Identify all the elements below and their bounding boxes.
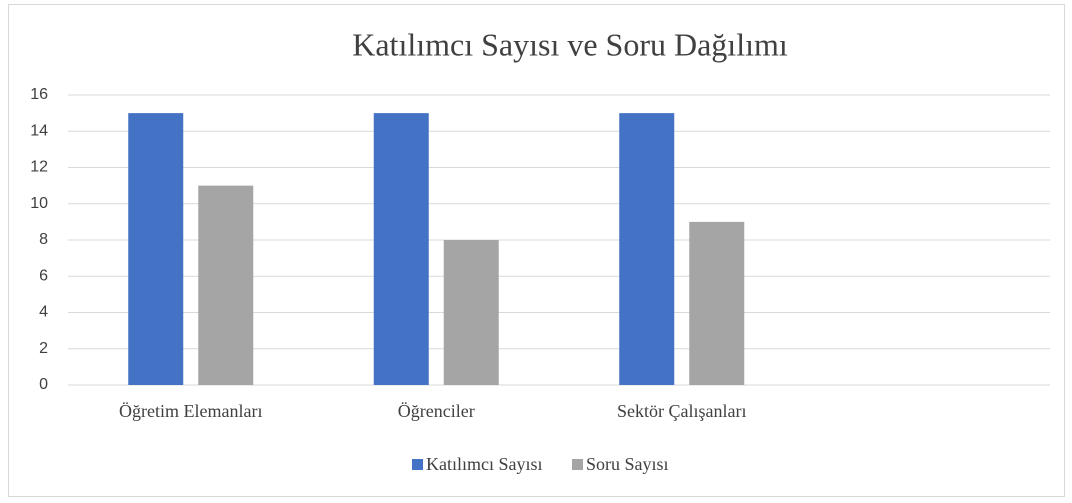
y-tick-label: 14 bbox=[30, 122, 48, 139]
x-tick-label: Öğretim Elemanları bbox=[119, 401, 262, 421]
x-tick-label: Sektör Çalışanları bbox=[617, 401, 746, 421]
chart-border bbox=[8, 4, 1065, 497]
chart-title: Katılımcı Sayısı ve Soru Dağılımı bbox=[352, 26, 788, 62]
y-tick-label: 12 bbox=[30, 159, 48, 176]
y-tick-label: 8 bbox=[39, 231, 48, 248]
legend-swatch bbox=[572, 459, 583, 470]
bar bbox=[619, 113, 675, 385]
y-tick-label: 2 bbox=[39, 340, 48, 357]
legend-swatch bbox=[412, 459, 423, 470]
y-tick-label: 16 bbox=[30, 86, 48, 103]
legend-label: Katılımcı Sayısı bbox=[426, 454, 543, 474]
bar bbox=[128, 113, 184, 385]
bar bbox=[443, 240, 499, 385]
y-tick-label: 4 bbox=[39, 304, 48, 321]
y-tick-label: 10 bbox=[30, 195, 48, 212]
legend-label: Soru Sayısı bbox=[586, 454, 669, 474]
y-tick-label: 6 bbox=[39, 267, 48, 284]
bar bbox=[198, 185, 254, 385]
x-tick-label: Öğrenciler bbox=[398, 401, 475, 421]
y-tick-label: 0 bbox=[39, 376, 48, 393]
bar bbox=[689, 221, 745, 385]
bar bbox=[373, 113, 429, 385]
